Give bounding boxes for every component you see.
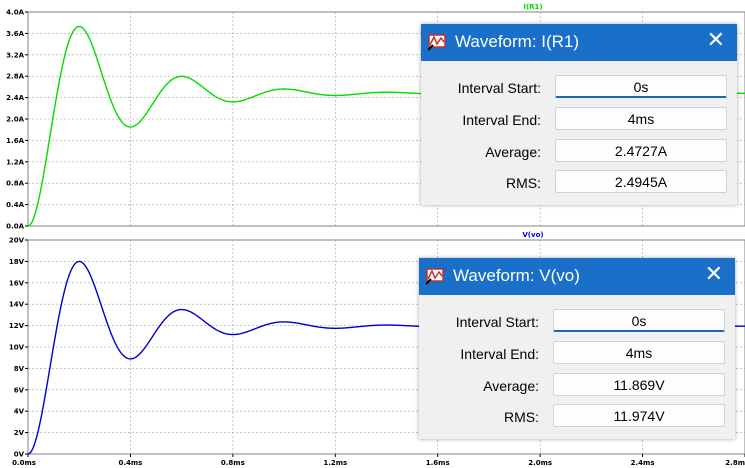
interval-end-label: Interval End:: [462, 112, 541, 128]
average-label: Average:: [485, 144, 541, 160]
waveform-probe-icon: [428, 34, 446, 51]
y-tick-label: 3.2A: [6, 51, 24, 59]
average-field[interactable]: 11.869V: [553, 373, 725, 396]
x-tick-label: 0.0ms: [12, 459, 36, 467]
dialog-titlebar[interactable]: Waveform: V(vo) ✕: [419, 258, 735, 295]
average-row: Average: 11.869V: [419, 372, 735, 400]
interval-end-field[interactable]: 4ms: [553, 341, 725, 364]
y-tick-label: 4.0A: [6, 9, 24, 17]
y-tick-label: 2.0A: [6, 116, 24, 124]
interval-start-field[interactable]: 0s: [553, 309, 725, 332]
rms-row: RMS: 11.974V: [419, 403, 735, 431]
y-tick-label: 0.8A: [6, 180, 24, 188]
interval-end-label: Interval End:: [460, 346, 539, 362]
y-tick-label: 10V: [9, 344, 25, 352]
trace-label-current[interactable]: I(R1): [523, 3, 542, 11]
waveform-dialog-current[interactable]: Waveform: I(R1) ✕ Interval Start: 0s Int…: [421, 24, 737, 205]
y-tick-label: 4V: [14, 408, 25, 416]
dialog-title: Waveform: I(R1): [455, 32, 580, 51]
rms-field[interactable]: 11.974V: [553, 404, 725, 427]
y-tick-label: 2.8A: [6, 73, 24, 81]
rms-label: RMS:: [506, 175, 541, 191]
y-tick-label: 12V: [9, 322, 25, 330]
y-tick-label: 6V: [14, 386, 25, 394]
x-tick-label: 1.2ms: [323, 459, 347, 467]
average-field[interactable]: 2.4727A: [555, 139, 727, 162]
interval-start-label: Interval Start:: [455, 314, 539, 330]
y-tick-label: 3.6A: [6, 30, 24, 38]
waveform-probe-icon: [426, 268, 444, 285]
interval-start-label: Interval Start:: [457, 80, 541, 96]
dialog-titlebar[interactable]: Waveform: I(R1) ✕: [421, 24, 737, 61]
x-tick-label: 2.4ms: [631, 459, 655, 467]
y-tick-label: 20V: [9, 237, 25, 245]
interval-start-field[interactable]: 0s: [555, 75, 727, 98]
y-tick-label: 0V: [14, 451, 25, 459]
rms-label: RMS:: [504, 409, 539, 425]
rms-row: RMS: 2.4945A: [421, 169, 737, 197]
average-row: Average: 2.4727A: [421, 138, 737, 166]
rms-field[interactable]: 2.4945A: [555, 170, 727, 193]
y-tick-label: 1.6A: [6, 137, 24, 145]
interval-start-row: Interval Start: 0s: [419, 308, 735, 336]
interval-end-row: Interval End: 4ms: [419, 340, 735, 368]
y-tick-label: 8V: [14, 365, 25, 373]
interval-start-row: Interval Start: 0s: [421, 74, 737, 102]
trace-label-voltage[interactable]: V(vo): [522, 231, 543, 239]
x-axis: 0.0ms 0.4ms 0.8ms 1.2ms 1.6ms 2.0ms 2.4ms 2.8m: [12, 454, 745, 467]
y-tick-label: 1.2A: [6, 158, 24, 166]
interval-end-field[interactable]: 4ms: [555, 107, 727, 130]
average-label: Average:: [483, 378, 539, 394]
y-tick-label: 0.4A: [6, 201, 24, 209]
y-tick-label: 14V: [9, 301, 25, 309]
x-tick-label: 2.8m: [725, 459, 745, 467]
x-tick-label: 0.4ms: [118, 459, 142, 467]
x-tick-label: 0.8ms: [221, 459, 245, 467]
close-icon[interactable]: ✕: [706, 27, 725, 52]
interval-end-row: Interval End: 4ms: [421, 106, 737, 134]
y-tick-label: 18V: [9, 258, 25, 266]
dialog-title: Waveform: V(vo): [453, 266, 580, 285]
close-icon[interactable]: ✕: [704, 261, 723, 286]
y-tick-label: 2V: [14, 429, 25, 437]
waveform-dialog-voltage[interactable]: Waveform: V(vo) ✕ Interval Start: 0s Int…: [419, 258, 735, 439]
x-tick-label: 1.6ms: [426, 459, 450, 467]
y-tick-label: 16V: [9, 279, 25, 287]
x-tick-label: 2.0ms: [528, 459, 552, 467]
y-tick-label: 0.0A: [6, 223, 24, 231]
y-tick-label: 2.4A: [6, 94, 24, 102]
